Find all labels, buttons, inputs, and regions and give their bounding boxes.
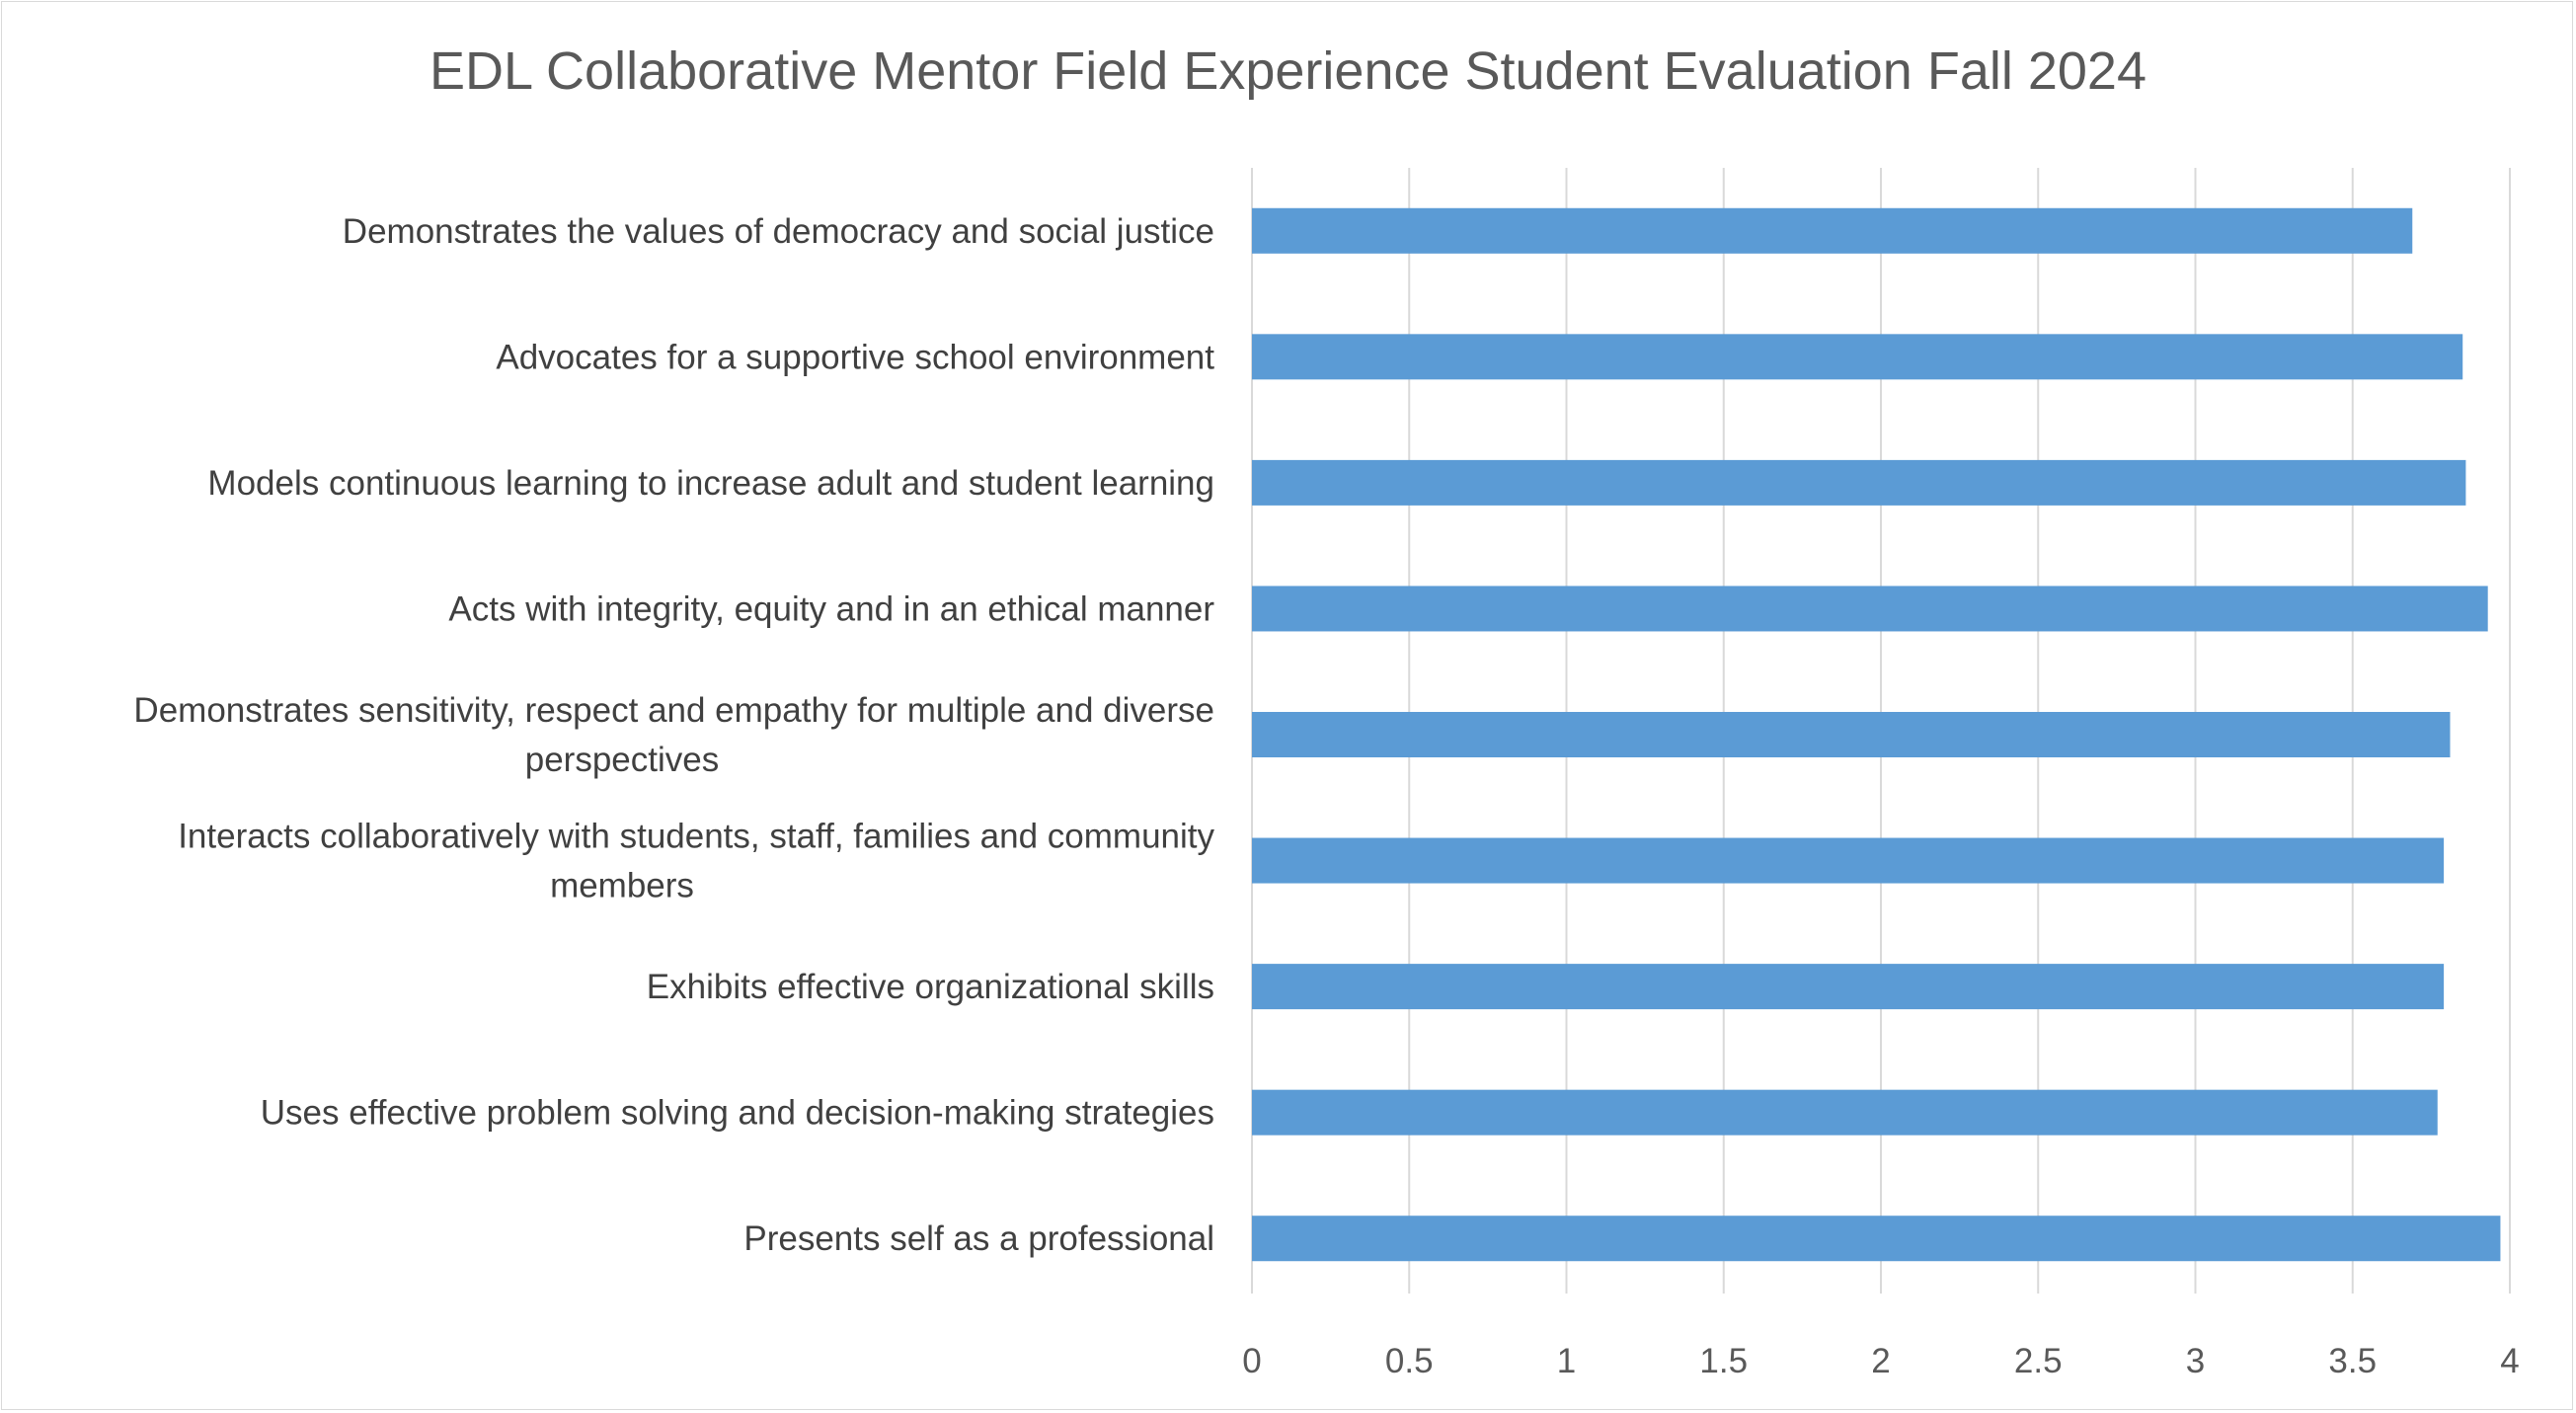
x-tick-label: 3.5 <box>2328 1342 2377 1380</box>
x-tick-label: 1 <box>1557 1342 1576 1380</box>
bar <box>1252 334 2463 380</box>
category-labels: Demonstrates the values of democracy and… <box>133 212 1214 1258</box>
bar <box>1252 1089 2438 1136</box>
category-label: Presents self as a professional <box>743 1219 1214 1258</box>
category-label: Acts with integrity, equity and in an et… <box>448 589 1214 628</box>
x-tick-label: 2.5 <box>2014 1342 2063 1380</box>
category-label: Demonstrates sensitivity, respect and em… <box>133 691 1214 779</box>
bar <box>1252 586 2488 632</box>
category-label: Exhibits effective organizational skills <box>647 968 1214 1006</box>
x-tick-label: 1.5 <box>1699 1342 1748 1380</box>
category-label: Uses effective problem solving and decis… <box>261 1094 1214 1133</box>
bar <box>1252 459 2466 506</box>
bar <box>1252 964 2445 1010</box>
category-label: Interacts collaboratively with students,… <box>178 818 1214 905</box>
category-label: Advocates for a supportive school enviro… <box>496 338 1214 376</box>
x-tick-label: 2 <box>1871 1342 1890 1380</box>
category-label: Demonstrates the values of democracy and… <box>343 212 1214 251</box>
bar <box>1252 207 2413 254</box>
x-tick-label: 3 <box>2186 1342 2205 1380</box>
x-axis-tick-labels: 0 0.5 1 1.5 2 2.5 3 3.5 4 <box>1242 1342 2519 1380</box>
bars <box>1252 207 2501 1262</box>
bar <box>1252 837 2445 884</box>
category-label: Models continuous learning to increase a… <box>207 464 1214 503</box>
chart-title: EDL Collaborative Mentor Field Experienc… <box>429 41 2147 101</box>
x-tick-label: 4 <box>2500 1342 2519 1380</box>
x-tick-label: 0.5 <box>1385 1342 1434 1380</box>
bar <box>1252 712 2451 757</box>
bar <box>1252 1216 2501 1262</box>
x-tick-label: 0 <box>1242 1342 1261 1380</box>
